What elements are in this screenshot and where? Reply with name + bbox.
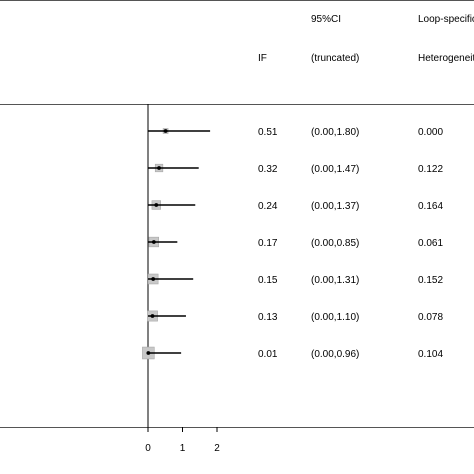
- ci-value: (0.00,1.10): [311, 312, 359, 323]
- ci-value: (0.00,0.85): [311, 238, 359, 249]
- point-estimate: [146, 351, 151, 355]
- if-value: 0.13: [258, 312, 278, 323]
- het-header-line2: Heterogeneity: [418, 53, 474, 64]
- x-tick-label: 0: [145, 443, 151, 454]
- if-header: IF: [258, 53, 267, 64]
- header-divider: [0, 104, 474, 105]
- x-tick-label: 1: [180, 443, 186, 454]
- if-value: 0.17: [258, 238, 278, 249]
- het-header-line1: Loop-specific: [418, 14, 474, 25]
- top-border: [0, 0, 474, 1]
- ci-header-line2: (truncated): [311, 53, 360, 64]
- heterogeneity-value: 0.122: [418, 164, 443, 175]
- x-tick-label: 2: [214, 443, 220, 454]
- heterogeneity-value: 0.078: [418, 312, 443, 323]
- heterogeneity-value: 0.000: [418, 127, 443, 138]
- if-value: 0.24: [258, 201, 278, 212]
- if-value: 0.15: [258, 275, 278, 286]
- point-estimate: [163, 129, 168, 133]
- point-estimate: [151, 240, 156, 244]
- heterogeneity-value: 0.164: [418, 201, 443, 212]
- heterogeneity-value: 0.061: [418, 238, 443, 249]
- ci-value: (0.00,1.37): [311, 201, 359, 212]
- point-estimate: [154, 203, 159, 207]
- ci-value: (0.00,0.96): [311, 349, 359, 360]
- bottom-divider: [0, 427, 474, 428]
- if-value: 0.51: [258, 127, 278, 138]
- if-value: 0.01: [258, 349, 278, 360]
- point-estimate: [151, 277, 156, 281]
- ci-header-line1: 95%CI: [311, 14, 342, 25]
- point-estimate: [157, 166, 161, 170]
- ci-value: (0.00,1.31): [311, 275, 359, 286]
- ci-value: (0.00,1.80): [311, 127, 359, 138]
- point-estimate: [150, 314, 155, 318]
- if-value: 0.32: [258, 164, 278, 175]
- heterogeneity-value: 0.152: [418, 275, 443, 286]
- heterogeneity-value: 0.104: [418, 349, 443, 360]
- ci-value: (0.00,1.47): [311, 164, 359, 175]
